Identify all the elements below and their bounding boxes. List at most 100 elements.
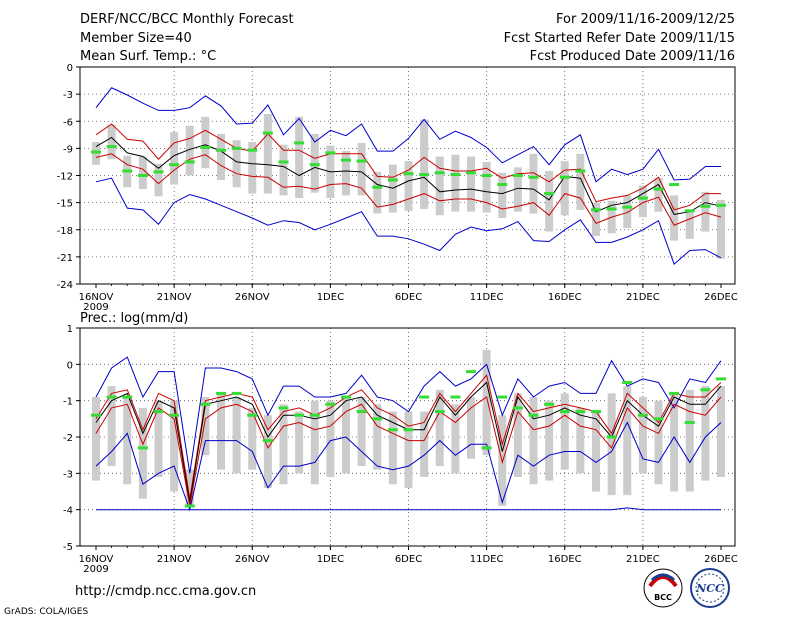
median-marker	[106, 145, 117, 149]
median-marker	[466, 370, 476, 374]
median-marker	[184, 504, 195, 508]
spread-box	[560, 393, 569, 470]
spread-box	[529, 397, 538, 485]
median-marker	[122, 395, 133, 399]
x-tick-label: 11DEC	[470, 554, 504, 565]
median-marker	[356, 159, 367, 163]
median-marker	[372, 185, 383, 189]
median-marker	[716, 203, 726, 207]
median-marker	[497, 183, 508, 187]
median-marker	[184, 160, 195, 164]
x-tick-label: 26DEC	[704, 292, 738, 303]
median-marker	[247, 148, 258, 152]
median-marker	[450, 395, 461, 399]
panel2-title: Prec.: log(mm/d)	[80, 311, 188, 326]
spread-box	[279, 144, 288, 196]
spread-box	[467, 397, 475, 459]
bcc-logo: BCC	[643, 568, 683, 608]
fcst-started-date: Fcst Started Refer Date 2009/11/15	[504, 31, 735, 46]
median-marker	[481, 174, 492, 177]
median-marker	[434, 171, 445, 175]
series-line-lower	[95, 153, 722, 226]
x-tick-label: 16DEC	[548, 554, 582, 565]
median-marker	[575, 169, 586, 173]
source-url[interactable]: http://cmdp.ncc.cma.gov.cn	[75, 584, 256, 599]
precipitation-panel: 1 0 -1 -2 -3 -4 -5 16NOV 21NOV 26NOV 1DEC 6DEC 11DEC…	[63, 324, 738, 575]
spread-box	[326, 400, 335, 477]
median-marker	[262, 439, 273, 443]
median-marker	[403, 172, 414, 176]
spread-box	[576, 407, 585, 474]
median-marker	[200, 145, 211, 149]
median-marker	[325, 151, 336, 155]
median-marker	[466, 171, 476, 175]
median-marker	[591, 410, 601, 414]
spread-box	[435, 389, 444, 467]
spread-box	[357, 397, 366, 467]
fcst-produced-date: Fcst Produced Date 2009/11/16	[530, 49, 735, 64]
y-tick-label: 0	[67, 360, 73, 371]
x-tick-label: 6DEC	[395, 292, 422, 303]
median-marker	[294, 413, 305, 417]
spread-box	[717, 199, 725, 259]
spread-box	[482, 161, 491, 213]
spread-box	[295, 116, 304, 199]
member-size: Member Size=40	[80, 31, 192, 46]
spread-box	[467, 156, 475, 212]
y-tick-label: 0	[67, 63, 73, 74]
spread-box	[498, 172, 507, 218]
spread-box	[373, 171, 382, 214]
series-line-min	[95, 177, 722, 265]
median-marker	[91, 150, 101, 154]
median-marker	[419, 395, 430, 399]
spread-box	[170, 132, 179, 185]
median-marker	[481, 446, 492, 450]
spread-box	[685, 211, 694, 239]
median-marker	[637, 413, 648, 417]
median-marker	[137, 174, 148, 177]
median-marker	[434, 410, 445, 414]
median-marker	[153, 170, 164, 174]
median-marker	[294, 141, 305, 145]
spread-box	[435, 156, 444, 216]
median-marker	[716, 377, 726, 381]
spread-box	[185, 469, 194, 507]
plot-frame	[79, 327, 736, 547]
median-marker	[512, 174, 523, 177]
median-marker	[262, 131, 273, 135]
median-marker	[325, 402, 336, 406]
median-marker	[450, 173, 461, 177]
spread-box	[138, 156, 147, 190]
spread-box	[123, 397, 132, 485]
median-marker	[403, 428, 414, 432]
median-marker	[512, 406, 523, 410]
median-marker	[622, 205, 633, 209]
spread-box	[217, 393, 225, 470]
y-tick-label: -21	[57, 253, 73, 264]
x-tick-label: 11DEC	[470, 292, 504, 303]
median-marker	[309, 413, 320, 417]
spread-box	[420, 411, 429, 477]
median-marker	[231, 391, 242, 395]
series-line-floor	[96, 507, 721, 511]
series-line-mean	[95, 136, 722, 215]
spread-box	[623, 195, 632, 228]
median-marker	[231, 146, 242, 150]
spread-box	[310, 400, 319, 485]
median-marker	[637, 196, 648, 200]
y-tick-label: -15	[57, 199, 73, 210]
spread-box	[685, 389, 694, 492]
x-tick-label: 16NOV	[79, 554, 114, 565]
x-tick-label: 26DEC	[704, 554, 738, 565]
median-marker	[278, 160, 289, 164]
median-marker	[684, 209, 695, 213]
x-tick-label: 16DEC	[548, 292, 582, 303]
median-marker	[669, 183, 680, 187]
y-tick-label: 1	[67, 324, 73, 335]
spread-box	[357, 142, 366, 196]
spread-box	[513, 167, 522, 212]
median-marker	[309, 163, 320, 167]
spread-box	[513, 393, 522, 477]
median-marker	[91, 413, 101, 417]
